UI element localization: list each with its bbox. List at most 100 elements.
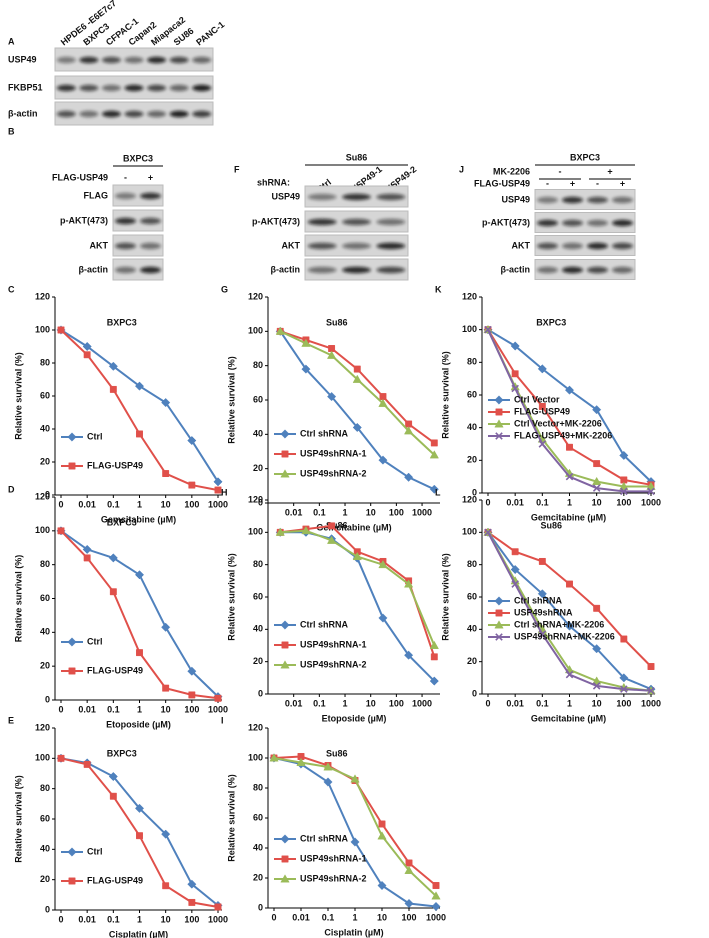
data-point	[620, 635, 628, 643]
data-point	[495, 432, 503, 440]
band	[562, 242, 583, 250]
x-tick-label: 1000	[641, 698, 661, 708]
blot-strip	[112, 234, 164, 257]
data-point	[297, 753, 305, 760]
y-tick-label: 100	[462, 324, 477, 334]
data-point	[134, 803, 145, 813]
data-point	[68, 667, 76, 675]
x-tick-label: 100	[616, 698, 631, 708]
y-tick-label: 20	[253, 463, 263, 473]
panel-letter: L	[435, 487, 441, 497]
band	[56, 56, 76, 64]
x-tick-label: 0.01	[506, 698, 524, 708]
legend-label: Ctrl Vector+MK-2206	[514, 418, 602, 428]
y-tick-label: 40	[40, 423, 50, 433]
data-point	[620, 685, 628, 693]
band	[376, 266, 406, 274]
y-axis-title: Relative survival (%)	[440, 553, 450, 641]
blot-strip	[534, 212, 636, 233]
chart-title: Su86	[326, 520, 348, 530]
cell-line: BXPC3	[123, 153, 153, 163]
data-point	[353, 365, 361, 373]
x-tick-label: 1000	[208, 499, 228, 509]
y-tick-label: 20	[40, 456, 50, 466]
data-point	[647, 687, 655, 695]
data-point	[327, 392, 337, 402]
data-point	[57, 527, 65, 535]
x-tick-label: 0	[58, 499, 63, 509]
legend-label: USP49shRNA-2	[300, 873, 367, 883]
y-axis-title: Relative survival (%)	[13, 555, 23, 643]
x-tick-label: 0.1	[322, 912, 335, 922]
y-tick-label: 80	[467, 559, 477, 569]
row-label: FLAG	[84, 190, 109, 200]
band	[115, 217, 136, 225]
data-point	[619, 673, 629, 683]
data-point	[495, 609, 503, 617]
y-tick-label: 40	[253, 842, 263, 852]
band	[124, 56, 144, 64]
row-label: β-actin	[271, 264, 301, 274]
band	[587, 266, 608, 274]
data-point	[161, 398, 171, 408]
data-point	[566, 443, 573, 451]
row-label: p-AKT(473)	[482, 217, 530, 227]
data-point	[564, 385, 575, 395]
x-tick-label: 100	[184, 499, 199, 509]
data-point	[109, 588, 117, 596]
data-point	[404, 472, 414, 482]
y-tick-label: 40	[40, 844, 50, 854]
x-tick-label: 0.1	[536, 497, 549, 507]
data-point	[109, 385, 117, 393]
band	[376, 193, 406, 201]
y-tick-label: 60	[467, 389, 477, 399]
y-tick-label: 40	[40, 627, 50, 637]
band	[537, 242, 558, 250]
data-point	[511, 384, 519, 393]
band	[562, 196, 583, 204]
legend-label: Ctrl shRNA+MK-2206	[514, 619, 604, 629]
data-point	[619, 450, 629, 460]
data-point	[352, 422, 362, 433]
x-tick-label: 10	[161, 914, 171, 924]
data-point	[592, 484, 601, 492]
legend-label: USP49shRNA-2	[300, 659, 367, 669]
y-tick-label: 20	[467, 455, 477, 465]
data-point	[350, 774, 360, 783]
data-point	[275, 326, 285, 335]
y-tick-label: 100	[462, 527, 477, 537]
data-point	[592, 405, 602, 415]
data-point	[326, 350, 337, 359]
x-tick-label: 1	[137, 914, 142, 924]
data-point	[511, 548, 519, 556]
data-point	[538, 557, 546, 565]
row-label: FKBP51	[8, 82, 43, 92]
data-point	[280, 469, 290, 478]
blot-strip	[534, 235, 636, 256]
data-point	[429, 640, 439, 649]
data-point	[68, 877, 76, 885]
data-point	[281, 450, 289, 458]
x-tick-label: 100	[184, 704, 199, 714]
blot-strip	[112, 209, 164, 232]
data-point	[136, 832, 143, 840]
data-point	[82, 341, 92, 352]
chart-title: BXPC3	[536, 317, 566, 327]
chart-title: BXPC3	[107, 748, 137, 758]
legend-label: USP49shRNA-1	[300, 448, 367, 458]
band	[79, 56, 99, 64]
data-point	[352, 374, 362, 383]
legend-label: Ctrl shRNA	[300, 619, 349, 629]
panel-letter: E	[8, 715, 14, 725]
data-point	[214, 694, 222, 702]
data-point	[136, 430, 143, 438]
x-axis-title: Gemcitabine (µM)	[316, 522, 391, 532]
y-axis-title: Relative survival (%)	[226, 553, 236, 641]
cell-line: Su86	[346, 152, 368, 162]
data-point	[403, 426, 414, 435]
row-label: USP49	[501, 194, 530, 204]
data-point	[432, 882, 440, 889]
y-tick-label: 100	[35, 753, 50, 763]
data-point	[83, 351, 91, 359]
data-point	[301, 338, 311, 347]
